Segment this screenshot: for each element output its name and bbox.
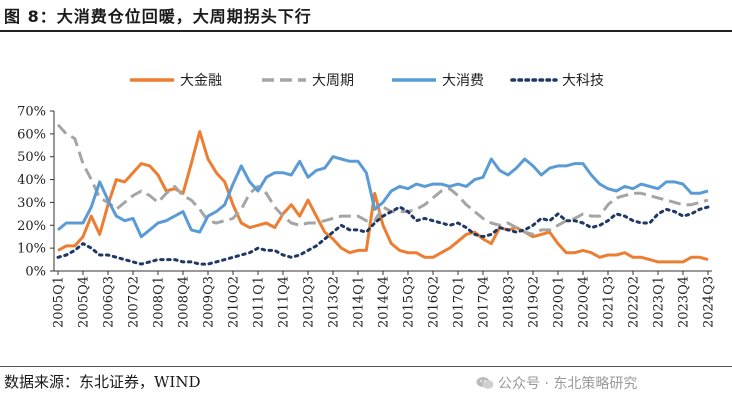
source-divider	[0, 366, 732, 367]
title-divider	[0, 30, 732, 32]
y-tick-label: 30%	[17, 196, 46, 211]
x-tick-label: 2006Q3	[102, 276, 117, 328]
y-tick-label: 0%	[25, 265, 46, 280]
series-line-3	[57, 155, 709, 239]
watermark-text: 公众号 · 东北策略研究	[498, 376, 638, 392]
x-tick-label: 2009Q3	[202, 276, 217, 328]
y-tick-label: 70%	[17, 105, 46, 120]
x-tick-label: 2008Q4	[177, 276, 192, 328]
y-tick-label: 10%	[17, 242, 46, 257]
x-tick-label: 2014Q4	[377, 276, 392, 328]
x-tick-label: 2015Q3	[402, 276, 417, 328]
y-tick-label: 50%	[17, 150, 46, 165]
legend-label-1: 大金融	[180, 73, 222, 89]
x-tick-label: 2005Q1	[52, 276, 67, 328]
x-tick-label: 2013Q2	[327, 276, 342, 328]
figure-title: 图 8：大消费仓位回暖，大周期拐头下行	[4, 7, 312, 26]
legend-label-2: 大周期	[312, 73, 354, 89]
x-tick-label: 2010Q2	[227, 276, 242, 328]
x-tick-label: 2014Q1	[352, 276, 367, 328]
series-line-1	[57, 130, 709, 264]
x-tick-label: 2020Q4	[577, 276, 592, 328]
y-tick-label: 60%	[17, 127, 46, 142]
x-tick-label: 2019Q2	[527, 276, 542, 328]
series-line-2	[56, 123, 709, 236]
x-tick-label: 2005Q4	[77, 276, 92, 328]
x-tick-label: 2022Q2	[627, 276, 642, 328]
chart-axes: 0% 10% 20% 30% 40% 50% 60% 70% 2005Q1 2005Q4 2006Q…	[17, 105, 716, 329]
x-tick-label: 2011Q4	[277, 276, 292, 328]
x-tick-label: 2024Q3	[702, 276, 717, 328]
x-tick-label: 2023Q4	[677, 276, 692, 328]
x-tick-label: 2023Q1	[652, 276, 667, 328]
y-tick-label: 20%	[17, 219, 46, 234]
x-tick-label: 2011Q1	[252, 276, 267, 328]
watermark: 公众号 · 东北策略研究	[476, 373, 637, 393]
chart-series	[56, 123, 710, 266]
legend-label-4: 大科技	[562, 73, 604, 89]
wechat-icon	[476, 377, 494, 389]
x-tick-label: 2020Q1	[552, 276, 567, 328]
series-line-4	[56, 205, 710, 266]
line-chart: 0% 10% 20% 30% 40% 50% 60% 70% 2005Q1 2005Q4 2006Q…	[17, 73, 716, 329]
x-tick-label: 2007Q2	[127, 276, 142, 328]
x-tick-label: 2017Q4	[477, 276, 492, 328]
legend-label-3: 大消费	[442, 73, 484, 89]
x-tick-label: 2016Q2	[427, 276, 442, 328]
chart-legend: 大金融 大周期 大消费 大科技	[130, 73, 604, 89]
x-tick-label: 2017Q1	[452, 276, 467, 328]
x-tick-label: 2018Q3	[502, 276, 517, 328]
data-source-note: 数据来源：东北证券，WIND	[4, 373, 201, 391]
x-tick-label: 2021Q3	[602, 276, 617, 328]
x-tick-label: 2008Q1	[152, 276, 167, 328]
y-tick-label: 40%	[17, 173, 46, 188]
x-tick-label: 2012Q3	[302, 276, 317, 328]
